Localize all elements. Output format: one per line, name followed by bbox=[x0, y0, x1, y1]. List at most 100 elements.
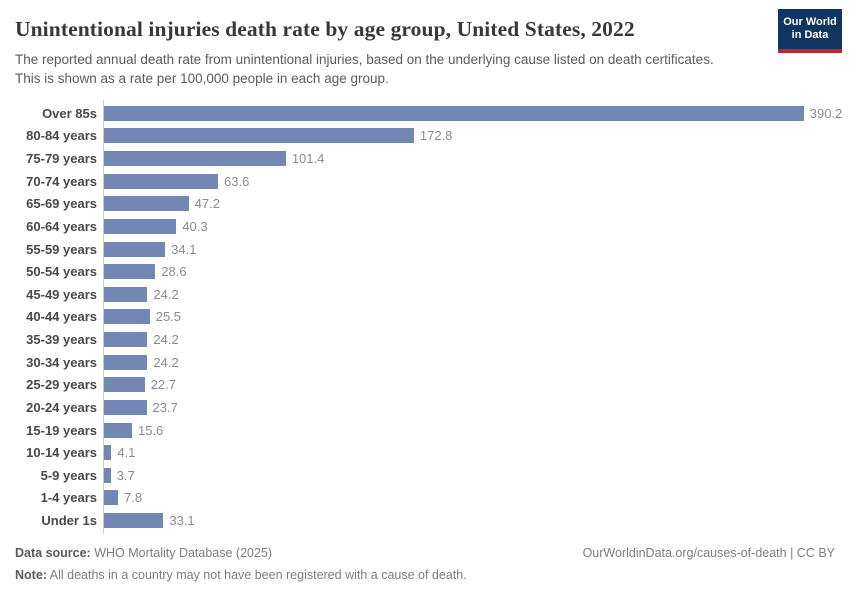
chart-header: Unintentional injuries death rate by age… bbox=[0, 0, 850, 88]
category-label: 50-54 years bbox=[26, 264, 97, 280]
value-label: 28.6 bbox=[161, 264, 187, 280]
data-source-line: Data source: WHO Mortality Database (202… bbox=[15, 542, 467, 564]
bar[interactable] bbox=[104, 196, 189, 212]
category-label: 40-44 years bbox=[26, 309, 97, 325]
category-label: 5-9 years bbox=[40, 467, 97, 483]
bar-row: 75-79 years 101.4 bbox=[15, 147, 850, 170]
bar[interactable] bbox=[104, 309, 150, 325]
value-label: 3.7 bbox=[116, 467, 135, 483]
category-label: 1-4 years bbox=[40, 490, 97, 506]
bar-row: 25-29 years 22.7 bbox=[15, 374, 850, 397]
value-label: 24.2 bbox=[153, 354, 179, 370]
value-label: 4.1 bbox=[117, 445, 136, 461]
bar-row: 50-54 years 28.6 bbox=[15, 260, 850, 283]
bar-row: 30-34 years 24.2 bbox=[15, 351, 850, 374]
note-text: All deaths in a country may not have bee… bbox=[49, 568, 467, 582]
category-label: 55-59 years bbox=[26, 241, 97, 257]
bar-row: 20-24 years 23.7 bbox=[15, 396, 850, 419]
category-label: 60-64 years bbox=[26, 218, 97, 234]
category-label: 45-49 years bbox=[26, 286, 97, 302]
chart-title: Unintentional injuries death rate by age… bbox=[15, 17, 635, 41]
y-axis-line bbox=[103, 100, 104, 534]
value-label: 23.7 bbox=[152, 399, 178, 415]
data-source-label: Data source: bbox=[15, 546, 91, 560]
bar-track: 63.6 bbox=[103, 173, 850, 189]
bar[interactable] bbox=[104, 354, 148, 370]
bar[interactable] bbox=[104, 105, 804, 121]
bar-row: 65-69 years 47.2 bbox=[15, 193, 850, 216]
bar[interactable] bbox=[104, 490, 118, 506]
bar-row: 10-14 years 4.1 bbox=[15, 441, 850, 464]
data-source-text: WHO Mortality Database (2025) bbox=[94, 546, 273, 560]
value-label: 24.2 bbox=[153, 332, 179, 348]
bar[interactable] bbox=[104, 399, 147, 415]
value-label: 47.2 bbox=[194, 196, 220, 212]
bar-track: 101.4 bbox=[103, 151, 850, 167]
value-label: 40.3 bbox=[182, 218, 208, 234]
value-label: 172.8 bbox=[419, 128, 453, 144]
bar-row: 55-59 years 34.1 bbox=[15, 238, 850, 261]
bar[interactable] bbox=[104, 128, 414, 144]
bar-track: 47.2 bbox=[103, 196, 850, 212]
bar-row: Under 1s 33.1 bbox=[15, 509, 850, 532]
value-label: 63.6 bbox=[224, 173, 250, 189]
bar[interactable] bbox=[104, 467, 111, 483]
bar[interactable] bbox=[104, 445, 112, 461]
category-label: 70-74 years bbox=[26, 173, 97, 189]
category-label: 75-79 years bbox=[26, 151, 97, 167]
chart-footer: Data source: WHO Mortality Database (202… bbox=[0, 542, 850, 600]
value-label: 7.8 bbox=[123, 490, 143, 506]
bar-row: 60-64 years 40.3 bbox=[15, 215, 850, 238]
value-label: 22.7 bbox=[150, 377, 177, 393]
bar-track: 24.2 bbox=[103, 354, 850, 370]
category-label: 65-69 years bbox=[26, 196, 97, 212]
value-label: 390.2 bbox=[809, 105, 843, 121]
bar[interactable] bbox=[104, 173, 219, 189]
bar-row: 80-84 years 172.8 bbox=[15, 125, 850, 148]
bar[interactable] bbox=[104, 377, 145, 393]
bar-row: 1-4 years 7.8 bbox=[15, 487, 850, 510]
bar-track: 172.8 bbox=[103, 128, 850, 144]
bar-track: 15.6 bbox=[103, 422, 850, 438]
bar[interactable] bbox=[104, 332, 148, 348]
bar[interactable] bbox=[104, 264, 156, 280]
bar-track: 24.2 bbox=[103, 332, 850, 348]
bar-row: 15-19 years 15.6 bbox=[15, 419, 850, 442]
bar[interactable] bbox=[104, 513, 164, 529]
category-label: 10-14 years bbox=[26, 445, 97, 461]
bar[interactable] bbox=[104, 151, 286, 167]
value-label: 34.1 bbox=[171, 241, 197, 257]
value-label: 33.1 bbox=[169, 513, 195, 529]
bar[interactable] bbox=[104, 422, 132, 438]
category-label: Under 1s bbox=[41, 513, 97, 529]
bar-row: 5-9 years 3.7 bbox=[15, 464, 850, 487]
bar[interactable] bbox=[104, 241, 166, 257]
owid-logo[interactable]: Our World in Data bbox=[778, 9, 842, 53]
value-label: 24.2 bbox=[153, 286, 179, 302]
category-label: Over 85s bbox=[42, 105, 97, 121]
bar-track: 390.2 bbox=[103, 105, 850, 121]
value-label: 15.6 bbox=[137, 422, 164, 438]
bar-track: 7.8 bbox=[103, 490, 850, 506]
bar-track: 34.1 bbox=[103, 241, 850, 257]
bar[interactable] bbox=[104, 286, 148, 302]
bar-track: 40.3 bbox=[103, 218, 850, 234]
bar-track: 25.5 bbox=[103, 309, 850, 325]
bar-row: 70-74 years 63.6 bbox=[15, 170, 850, 193]
bar-row: 45-49 years 24.2 bbox=[15, 283, 850, 306]
bar-track: 28.6 bbox=[103, 264, 850, 280]
category-label: 15-19 years bbox=[26, 422, 97, 438]
footer-license-link[interactable]: OurWorldinData.org/causes-of-death | CC … bbox=[582, 546, 835, 560]
bar-track: 22.7 bbox=[103, 377, 850, 393]
footer-left: Data source: WHO Mortality Database (202… bbox=[15, 542, 467, 586]
bar-rows: Over 85s 390.2 80-84 years 172.8 75-79 years… bbox=[15, 102, 850, 532]
category-label: 80-84 years bbox=[26, 128, 97, 144]
note-label: Note: bbox=[15, 568, 47, 582]
bar[interactable] bbox=[104, 218, 177, 234]
category-label: 30-34 years bbox=[26, 354, 97, 370]
category-label: 25-29 years bbox=[26, 377, 97, 393]
bar-row: Over 85s 390.2 bbox=[15, 102, 850, 125]
value-label: 25.5 bbox=[155, 309, 182, 325]
category-label: 35-39 years bbox=[26, 332, 97, 348]
owid-logo-line2: in Data bbox=[791, 29, 829, 41]
